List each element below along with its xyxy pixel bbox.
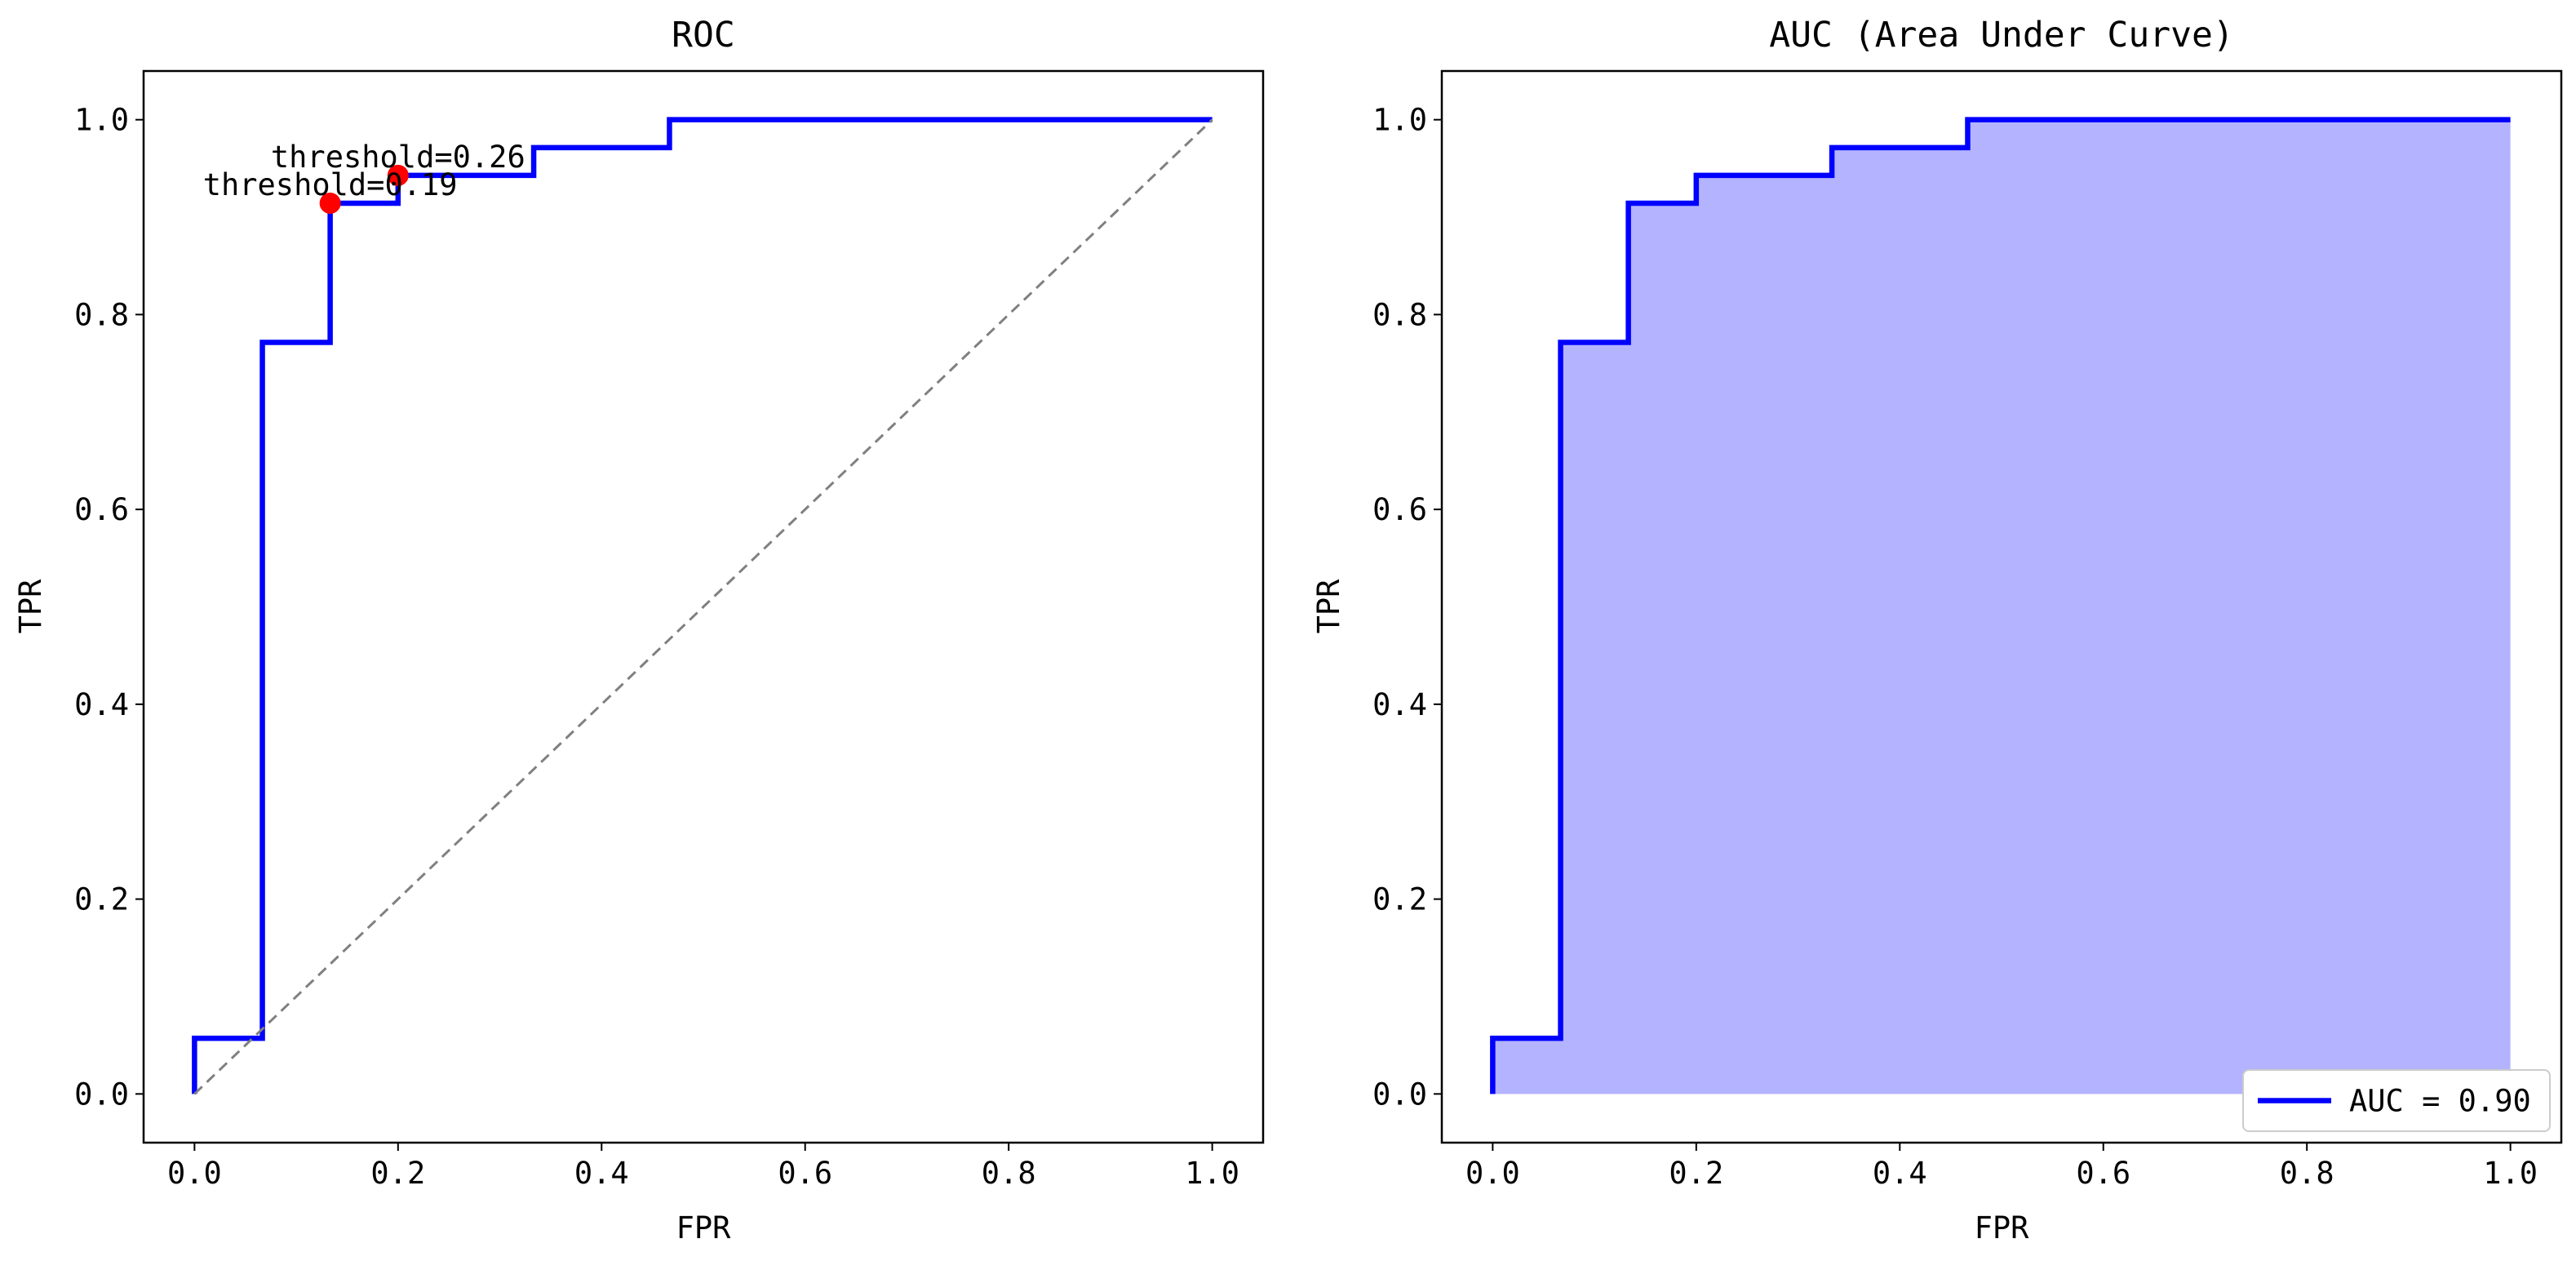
y-tick-label: 0.6 <box>74 492 129 527</box>
x-tick-label: 0.2 <box>370 1156 425 1191</box>
x-tick-label: 0.4 <box>1873 1156 1927 1191</box>
y-tick-label: 0.8 <box>1372 297 1427 332</box>
x-tick-label: 0.6 <box>2076 1156 2130 1191</box>
x-tick-label: 0.4 <box>574 1156 629 1191</box>
y-tick-label: 0.4 <box>1372 687 1427 722</box>
roc-curve-line <box>1490 117 2511 1094</box>
y-tick-label: 0.6 <box>1372 492 1427 527</box>
x-tick-label: 0.2 <box>1669 1156 1723 1191</box>
x-tick-label: 0.0 <box>167 1156 222 1191</box>
x-tick-label: 1.0 <box>2483 1156 2538 1191</box>
plot-frame <box>1440 69 2563 1144</box>
auc-fill-area <box>1492 119 2511 1094</box>
y-tick-label: 0.2 <box>1372 882 1427 917</box>
x-tick-label: 0.0 <box>1465 1156 1520 1191</box>
y-axis-label: TPR <box>1311 579 1346 634</box>
threshold-annotation: threshold=0.26 <box>271 140 525 175</box>
threshold-point <box>319 192 341 214</box>
y-tick-label: 0.8 <box>74 297 129 332</box>
y-axis-label: TPR <box>13 579 48 634</box>
diagonal-reference-line <box>193 118 1213 1095</box>
chart-title: ROC <box>672 15 735 56</box>
plot-frame <box>142 69 1265 1144</box>
threshold-point <box>387 164 409 186</box>
y-tick-label: 0.0 <box>1372 1077 1427 1112</box>
y-tick-label: 1.0 <box>74 103 129 138</box>
x-axis-label: FPR <box>676 1210 732 1245</box>
legend-label: AUC = 0.90 <box>2349 1084 2531 1119</box>
x-tick-label: 0.6 <box>778 1156 832 1191</box>
y-tick-label: 0.0 <box>74 1077 129 1112</box>
auc-chart: 0.0 0.2 0.4 0.6 0.8 1.0 0.0 0.2 0.4 0.6 0.8 1.0 AUC… <box>1311 15 2563 1245</box>
y-tick-label: 0.4 <box>74 687 129 722</box>
legend-box <box>2242 1069 2551 1132</box>
x-tick-label: 0.8 <box>982 1156 1036 1191</box>
y-tick-label: 0.2 <box>74 882 129 917</box>
chart-title: AUC (Area Under Curve) <box>1769 15 2234 56</box>
x-axis-label: FPR <box>1975 1210 2030 1245</box>
x-tick-label: 1.0 <box>1185 1156 1239 1191</box>
roc-curve-line <box>192 117 1213 1094</box>
threshold-annotation: threshold=0.19 <box>203 167 458 202</box>
y-tick-label: 1.0 <box>1372 103 1427 138</box>
x-tick-label: 0.8 <box>2280 1156 2334 1191</box>
